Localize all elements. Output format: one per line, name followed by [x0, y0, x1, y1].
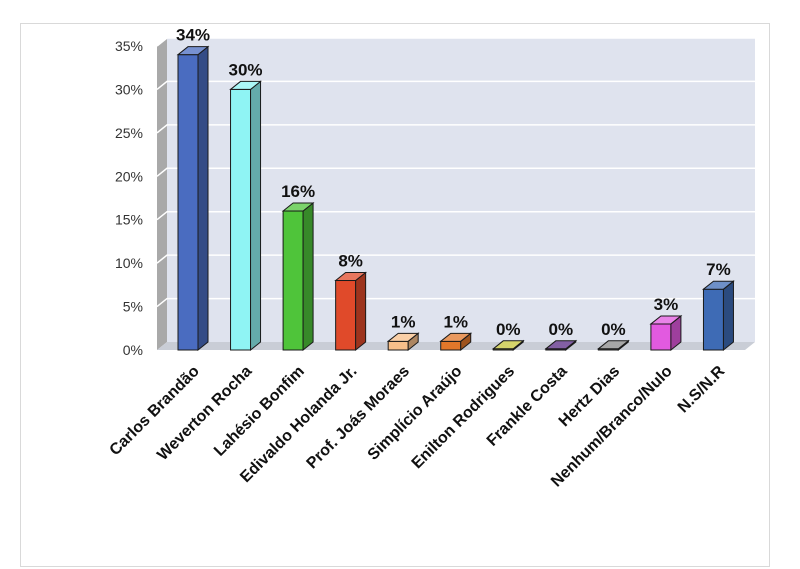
x-tick-label: Enilton Rodrigues — [409, 363, 519, 473]
y-axis: 0% 5% 10% 15% 20% 25% 30% 35% — [115, 38, 143, 358]
data-label: 3% — [654, 295, 679, 314]
chart-frame: 0% 5% 10% 15% 20% 25% 30% 35% 34% 30% 16% 8% 1% 1% 0%… — [20, 23, 770, 567]
data-label: 1% — [443, 312, 468, 331]
gridline — [156, 167, 755, 177]
y-tick-label: 0% — [123, 342, 143, 358]
data-labels: 34% 30% 16% 8% 1% 1% 0% 0% 0% 3% 7% — [176, 26, 731, 339]
bar-front — [387, 340, 409, 351]
bar-top — [649, 315, 683, 325]
bar — [596, 339, 630, 352]
bar — [281, 201, 315, 352]
gridline — [156, 37, 755, 47]
bar-front — [702, 288, 724, 351]
gridline — [156, 124, 755, 134]
bar-side — [302, 201, 314, 352]
bar-front — [282, 210, 304, 351]
y-tick-label: 10% — [115, 255, 143, 271]
data-label: 7% — [706, 260, 731, 279]
bar-front — [650, 323, 672, 351]
y-tick-label: 20% — [115, 168, 143, 184]
bar-top — [281, 202, 315, 212]
gridline — [156, 297, 755, 308]
bar-side — [355, 271, 367, 352]
x-tick-label: Lahésio Bonfim — [211, 363, 308, 460]
bar-top — [491, 340, 525, 350]
bar-side — [722, 280, 734, 352]
x-tick-label: Carlos Brandão — [107, 363, 203, 459]
data-label: 16% — [281, 182, 315, 201]
bar-chart: 0% 5% 10% 15% 20% 25% 30% 35% 34% 30% 16% 8% 1% 1% 0%… — [107, 26, 755, 490]
bar — [649, 314, 683, 352]
bar-top — [386, 332, 420, 342]
bar-top — [439, 332, 473, 342]
y-tick-label: 35% — [115, 38, 143, 54]
bar — [702, 280, 735, 352]
bar-front — [440, 340, 462, 351]
bar-front — [177, 54, 199, 351]
bar — [544, 339, 578, 352]
x-tick-label: Weverton Rocha — [154, 363, 255, 464]
data-label: 34% — [176, 26, 210, 45]
bar — [334, 271, 368, 352]
data-label: 0% — [549, 320, 574, 339]
bar-front — [230, 88, 252, 351]
bar-top — [596, 340, 630, 350]
plot-area — [156, 37, 755, 350]
plot-side-wall — [157, 38, 167, 350]
bar-top — [176, 46, 210, 56]
y-tick-label: 30% — [115, 81, 143, 97]
data-label: 8% — [338, 252, 363, 271]
bar-side — [197, 45, 209, 352]
data-label: 30% — [229, 60, 263, 79]
bar-top — [334, 272, 368, 282]
bar-top — [229, 80, 262, 90]
bar-top — [702, 280, 735, 290]
gridline — [156, 254, 755, 264]
bar — [491, 339, 525, 352]
bar — [176, 45, 210, 352]
data-label: 0% — [496, 320, 521, 339]
bar — [386, 332, 420, 352]
gridline — [156, 210, 755, 221]
x-tick-label: Simplício Araújo — [365, 363, 466, 464]
data-label: 0% — [601, 320, 626, 339]
bar-front — [335, 280, 357, 351]
bar — [229, 80, 262, 352]
bar-top — [544, 340, 578, 350]
y-tick-label: 25% — [115, 125, 143, 141]
x-tick-label: Prof. Joás Moraes — [304, 363, 414, 473]
y-tick-label: 5% — [123, 299, 143, 315]
data-label: 1% — [391, 312, 416, 331]
bar — [439, 332, 473, 352]
y-tick-label: 15% — [115, 212, 143, 228]
x-tick-label: N.S/N.R — [675, 362, 729, 416]
gridline — [156, 80, 755, 91]
plot-back-wall — [167, 38, 755, 342]
bars — [176, 45, 735, 352]
bar-side — [250, 80, 262, 352]
